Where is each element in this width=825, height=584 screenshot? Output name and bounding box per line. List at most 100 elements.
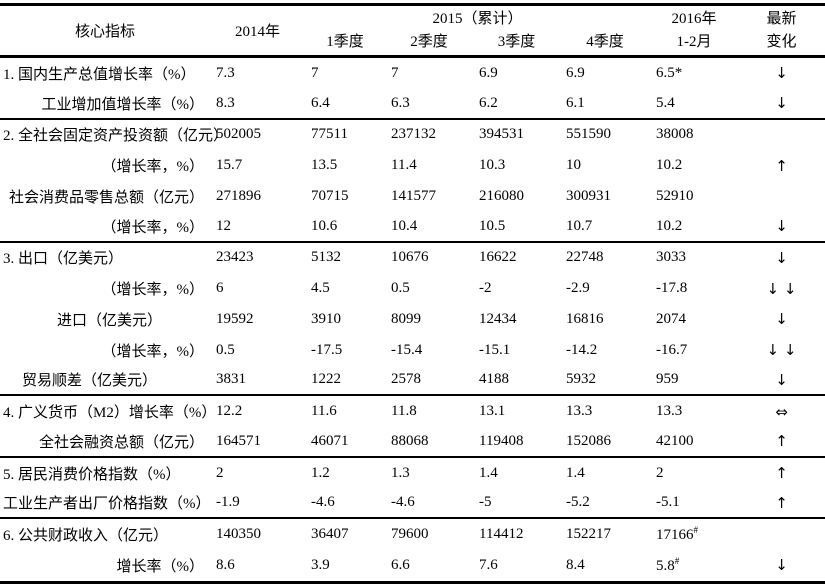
value-cell: 0.5 bbox=[216, 341, 235, 358]
value-cell: -5.2 bbox=[566, 494, 590, 511]
header-2015-cumulative-label: 2015（累计） bbox=[432, 11, 523, 27]
value-cell: 7 bbox=[311, 64, 319, 81]
header-quarter-2: 2季度 bbox=[410, 34, 448, 50]
table-row: 工业生产者出厂价格指数（%） -1.9 -4.6 -4.6 -5 -5.2 -5.1 ↑ bbox=[0, 489, 825, 520]
header-quarter-row: 1季度 2季度 3季度 4季度 bbox=[305, 31, 650, 55]
header-quarter-1: 1季度 bbox=[326, 34, 364, 50]
value-cell: 10.7 bbox=[566, 217, 593, 234]
value-cell: 8.3 bbox=[216, 94, 235, 111]
value-cell: 70715 bbox=[311, 187, 349, 204]
row-label: 2. 全社会固定资产投资额（亿元） bbox=[3, 128, 229, 145]
value-cell: 10676 bbox=[391, 249, 429, 266]
row-label: 增长率（%） bbox=[116, 558, 205, 575]
value-cell: 152086 bbox=[566, 432, 611, 449]
trend-arrow: ↑ bbox=[775, 156, 788, 175]
value-cell: 10.6 bbox=[311, 217, 338, 234]
trend-arrow: ↓ bbox=[775, 556, 788, 575]
trend-arrow: ↑ bbox=[775, 464, 788, 483]
trend-arrow: ↓ bbox=[775, 310, 788, 329]
value-cell: 12.2 bbox=[216, 403, 243, 420]
value-cell: -2.9 bbox=[566, 280, 590, 297]
value-cell: 10.2 bbox=[656, 157, 683, 174]
value-cell: 6.9 bbox=[566, 64, 585, 81]
value-cell: 10.5 bbox=[479, 217, 506, 234]
value-cell: 8099 bbox=[391, 310, 421, 327]
trend-arrow: ↑ bbox=[775, 493, 788, 512]
value-cell: 13.3 bbox=[566, 403, 593, 420]
value-cell: 6.1 bbox=[566, 94, 585, 111]
value-cell: 3.9 bbox=[311, 556, 330, 573]
value-cell: 6.4 bbox=[311, 94, 330, 111]
row-label: （增长率，%） bbox=[101, 282, 205, 299]
value-cell: -5 bbox=[479, 494, 492, 511]
value-cell: 15.7 bbox=[216, 157, 243, 174]
trend-arrow: ↓ bbox=[775, 64, 788, 83]
value-cell: 11.8 bbox=[391, 403, 417, 420]
row-label: 1. 国内生产总值增长率（%） bbox=[3, 66, 196, 83]
value-cell: 6.3 bbox=[391, 94, 410, 111]
value-cell: 6.9 bbox=[479, 64, 498, 81]
trend-arrow: ↓ bbox=[775, 217, 788, 236]
value-cell: 88068 bbox=[391, 432, 429, 449]
value-cell: 237132 bbox=[391, 126, 436, 143]
row-label: 贸易顺差（亿美元） bbox=[22, 373, 158, 390]
value-cell: 394531 bbox=[479, 126, 524, 143]
header-2016-months-label: 1-2月 bbox=[676, 34, 712, 50]
trend-arrow: ↓ bbox=[775, 370, 788, 389]
value-cell: 2 bbox=[216, 464, 224, 481]
value-cell: 3033 bbox=[656, 249, 686, 266]
value-cell: 10 bbox=[566, 157, 581, 174]
row-label: 5. 居民消费价格指数（%） bbox=[3, 466, 181, 483]
table-row: （增长率，%） 6 4.5 0.5 -2 -2.9 -17.8 ↓ ↓ bbox=[0, 273, 825, 304]
value-cell: 8.6 bbox=[216, 556, 235, 573]
value-cell: 216080 bbox=[479, 187, 524, 204]
value-cell: 11.6 bbox=[311, 403, 337, 420]
row-label: （增长率，%） bbox=[101, 219, 205, 236]
value-cell: 12 bbox=[216, 217, 231, 234]
header-year-2014: 2014年 bbox=[234, 24, 280, 40]
header-core-indicators: 核心指标 bbox=[74, 24, 135, 40]
value-cell: 2578 bbox=[391, 371, 421, 388]
value-cell: 119408 bbox=[479, 432, 524, 449]
value-cell: 17166# bbox=[656, 525, 698, 544]
row-label: 社会消费品零售总额（亿元） bbox=[8, 189, 204, 206]
header-2016-label: 2016年 bbox=[671, 11, 717, 27]
value-cell: 13.5 bbox=[311, 157, 338, 174]
value-cell: 12434 bbox=[479, 310, 517, 327]
table-row: （增长率，%） 0.5 -17.5 -15.4 -15.1 -14.2 -16.7 ↓ ↓ bbox=[0, 335, 825, 366]
value-cell: 6 bbox=[216, 280, 224, 297]
value-cell: 1222 bbox=[311, 371, 341, 388]
value-cell: 300931 bbox=[566, 187, 611, 204]
value-cell: 551590 bbox=[566, 126, 611, 143]
value-cell: 11.4 bbox=[391, 157, 417, 174]
row-label: （增长率，%） bbox=[101, 159, 205, 176]
value-cell: 19592 bbox=[216, 310, 254, 327]
value-cell: 36407 bbox=[311, 526, 349, 543]
value-cell: 1.4 bbox=[566, 464, 585, 481]
value-cell: 164571 bbox=[216, 432, 261, 449]
value-cell: 16622 bbox=[479, 249, 517, 266]
value-cell: 7 bbox=[391, 64, 399, 81]
value-cell: -17.8 bbox=[656, 280, 688, 297]
header-quarter-3: 3季度 bbox=[497, 34, 536, 50]
table-header: 核心指标 2014年 2015（累计） 1季度 2季度 3季度 4季度 2016… bbox=[0, 3, 825, 58]
table-row: 进口（亿美元） 19592 3910 8099 12434 16816 2074 ↓ bbox=[0, 304, 825, 335]
value-cell: 502005 bbox=[216, 126, 261, 143]
row-label: 4. 广义货币（M2）增长率（%） bbox=[3, 405, 217, 422]
value-cell: 5132 bbox=[311, 249, 341, 266]
header-change-label: 变化 bbox=[766, 34, 797, 50]
value-cell: 959 bbox=[656, 371, 679, 388]
value-cell: 3910 bbox=[311, 310, 341, 327]
value-cell: 6.6 bbox=[391, 556, 410, 573]
value-cell: 1.2 bbox=[311, 464, 330, 481]
value-cell: 0.5 bbox=[391, 280, 410, 297]
table-row: 5. 居民消费价格指数（%） 2 1.2 1.3 1.4 1.4 2 ↑ bbox=[0, 458, 825, 489]
table-row: （增长率，%） 12 10.6 10.4 10.5 10.7 10.2 ↓ bbox=[0, 212, 825, 243]
value-cell: 46071 bbox=[311, 432, 349, 449]
row-label: 3. 出口（亿美元） bbox=[3, 251, 124, 268]
header-latest-change: 最新 变化 bbox=[738, 6, 825, 55]
value-cell: 5.4 bbox=[656, 94, 675, 111]
trend-arrow: ↑ bbox=[775, 432, 788, 451]
row-label: 工业生产者出厂价格指数（%） bbox=[3, 496, 211, 513]
